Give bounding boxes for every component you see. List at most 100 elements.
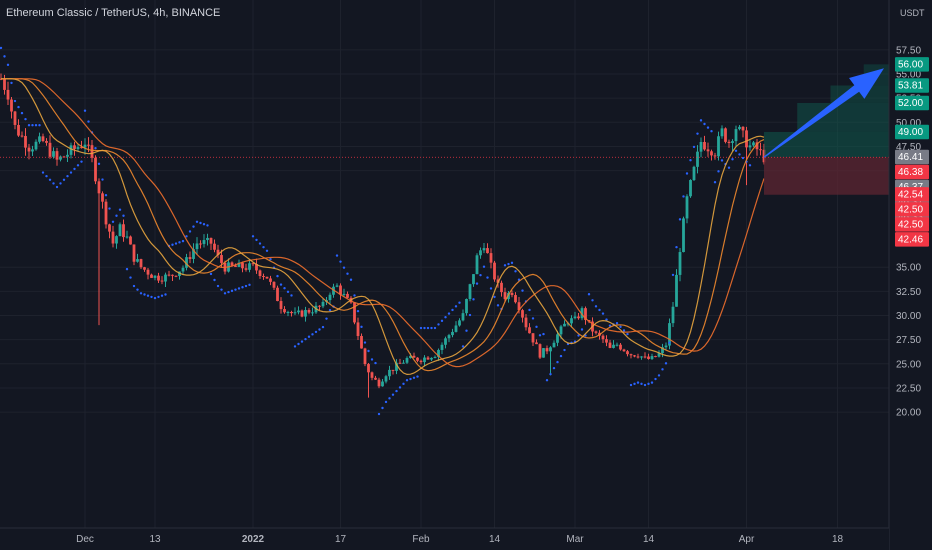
candle-body <box>608 342 612 348</box>
target-zone <box>797 102 897 132</box>
candle-body <box>671 306 675 324</box>
candle-body <box>213 243 216 250</box>
sar-dot <box>27 123 31 127</box>
sar-dot <box>521 289 524 292</box>
sar-dot <box>444 315 447 319</box>
sar-dot <box>598 308 601 312</box>
sar-dot <box>461 345 465 348</box>
sar-dot <box>419 326 423 330</box>
sar-dot <box>318 328 321 331</box>
candle-body <box>237 262 241 267</box>
candle-body <box>332 286 335 295</box>
sar-dot <box>122 214 125 217</box>
moving-averages <box>1 78 765 376</box>
candle-body <box>626 351 629 355</box>
moving-average-line-2 <box>1 78 765 368</box>
candle-body <box>188 257 192 259</box>
sar-dot <box>59 182 62 185</box>
sar-dot <box>535 325 538 329</box>
sar-dot <box>640 382 643 386</box>
candle-body <box>132 244 136 262</box>
candle-body <box>405 358 409 363</box>
candle-body <box>258 270 262 277</box>
sar-dot <box>633 382 636 386</box>
sar-dot <box>559 354 563 358</box>
sar-dot <box>423 326 426 330</box>
candle-body <box>388 369 391 377</box>
candle-body <box>479 250 482 256</box>
price-label-text: 42.50 <box>898 220 923 231</box>
sar-dot <box>244 284 248 288</box>
price-label-text: 42.46 <box>898 235 923 246</box>
sar-dot <box>647 382 650 386</box>
sar-dot <box>48 178 52 181</box>
candle-body <box>199 243 202 245</box>
candle-body <box>66 154 69 157</box>
candle-body <box>573 316 577 319</box>
candle-body <box>538 344 542 358</box>
candle-body <box>41 136 45 141</box>
sar-dot <box>139 292 143 295</box>
x-tick-label: Apr <box>739 534 755 545</box>
sar-dots <box>0 46 752 416</box>
price-label-box <box>895 202 929 217</box>
candle-body <box>661 347 664 354</box>
price-label-box <box>895 95 929 111</box>
candle-body <box>244 268 248 270</box>
sar-dot <box>195 220 199 223</box>
candle-body <box>374 377 377 380</box>
candle-body <box>755 142 759 150</box>
candle-body <box>339 285 342 295</box>
candle-body <box>255 263 258 271</box>
sar-dot <box>104 194 108 197</box>
candle-body <box>342 293 346 295</box>
sar-dot <box>34 123 38 127</box>
sar-dot <box>209 272 213 276</box>
sar-dot <box>370 358 374 361</box>
sar-dot <box>458 301 461 304</box>
candle-body <box>629 354 633 356</box>
sar-dot <box>608 324 612 327</box>
candle-body <box>398 362 402 364</box>
candle-body <box>556 334 559 343</box>
y-tick-label: 47.50 <box>896 142 921 153</box>
candle-body <box>174 275 178 277</box>
sar-dot <box>556 360 559 364</box>
sar-dot <box>706 126 710 129</box>
currency-label: USDT <box>900 8 925 18</box>
sar-dot <box>31 123 34 127</box>
sar-dot <box>69 171 73 174</box>
sar-dot <box>279 283 283 286</box>
sar-dot <box>738 153 741 156</box>
candle-body <box>209 237 213 244</box>
candle-body <box>353 302 356 323</box>
candle-body <box>129 236 132 245</box>
candle-body <box>384 376 388 382</box>
candle-body <box>696 151 699 167</box>
price-labels: 56.0053.8152.0049.0046.4146.3846.3746.37… <box>895 57 929 247</box>
price-label-box <box>895 124 929 140</box>
sar-dot <box>6 63 10 67</box>
candles <box>0 73 766 398</box>
sar-dot <box>689 159 692 162</box>
sar-dot <box>727 166 731 169</box>
candle-body <box>640 356 643 358</box>
sar-dot <box>605 318 608 321</box>
sar-dot <box>395 389 398 393</box>
candle-body <box>689 180 692 197</box>
candle-body <box>734 129 738 142</box>
price-label-box <box>895 187 929 202</box>
candle-body <box>24 135 27 148</box>
candle-body <box>276 287 279 302</box>
candle-body <box>55 151 59 160</box>
candle-body <box>559 326 563 335</box>
sar-dot <box>619 325 622 329</box>
candle-body <box>437 349 440 357</box>
candle-body <box>370 372 374 378</box>
sar-dot <box>234 288 237 291</box>
candle-body <box>304 309 307 317</box>
sar-dot <box>206 224 209 227</box>
candle-body <box>685 196 689 219</box>
